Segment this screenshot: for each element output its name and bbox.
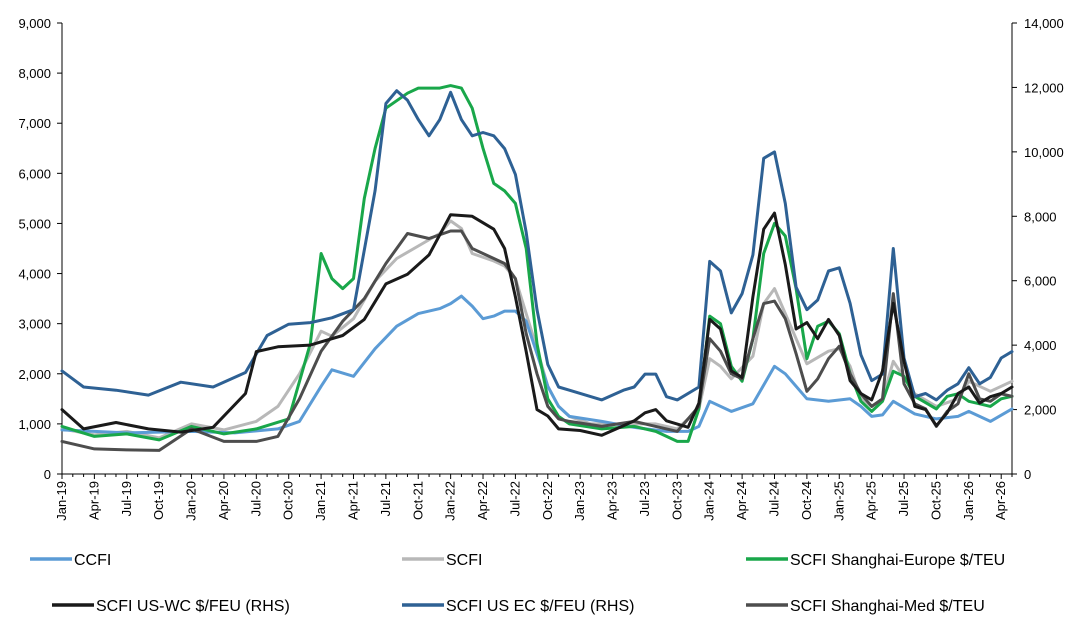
series-line-5 <box>60 229 1014 452</box>
x-tick-label: Jul-24 <box>767 481 782 516</box>
left-tick-label: 4,000 <box>18 267 51 282</box>
series-line-0 <box>60 294 1014 435</box>
x-tick-label: Jan-21 <box>313 481 328 521</box>
left-tick-label: 8,000 <box>18 66 51 81</box>
x-tick-label: Apr-21 <box>345 481 360 520</box>
x-tick-label: Jan-19 <box>54 481 69 521</box>
left-tick-label: 7,000 <box>18 116 51 131</box>
left-tick-label: 0 <box>44 467 51 482</box>
series-line-4 <box>60 89 1014 402</box>
x-axis: Jan-19 Apr-19 Jul-19 Oct-19 Jan-20 Apr-20 Jul-… <box>54 473 1013 521</box>
x-tick-label: Jul-19 <box>119 481 134 516</box>
left-tick-label: 2,000 <box>18 367 51 382</box>
series-layer <box>60 84 1014 452</box>
x-tick-label: Jul-20 <box>248 481 263 516</box>
x-tick-label: Jul-23 <box>637 481 652 516</box>
x-tick-label: Jan-23 <box>572 481 587 521</box>
left-tick-label: 9,000 <box>18 16 51 31</box>
left-tick-label: 1,000 <box>18 417 51 432</box>
right-tick-label: 12,000 <box>1024 80 1064 95</box>
legend: CCFI SCFI SCFI Shanghai-Europe $/TEU SCFI U… <box>30 552 1005 615</box>
left-tick-label: 6,000 <box>18 166 51 181</box>
x-tick-label: Oct-19 <box>151 481 166 520</box>
x-tick-label: Oct-21 <box>410 481 425 520</box>
x-tick-label: Oct-22 <box>540 481 555 520</box>
series-line-2 <box>60 84 1014 443</box>
x-tick-label: Apr-24 <box>734 481 749 520</box>
x-tick-label: Oct-23 <box>669 481 684 520</box>
series-line-3 <box>60 211 1014 437</box>
legend-label: CCFI <box>74 552 111 569</box>
left-tick-label: 3,000 <box>18 317 51 332</box>
legend-label: SCFI US EC $/FEU (RHS) <box>446 598 634 615</box>
x-tick-label: Jul-22 <box>507 481 522 516</box>
x-tick-label: Oct-24 <box>799 481 814 520</box>
x-tick-label: Oct-20 <box>281 481 296 520</box>
legend-label: SCFI <box>446 552 482 569</box>
right-tick-label: 14,000 <box>1024 16 1064 31</box>
right-tick-label: 10,000 <box>1024 145 1064 160</box>
x-tick-label: Oct-25 <box>928 481 943 520</box>
x-tick-label: Apr-26 <box>993 481 1008 520</box>
x-tick-label: Jan-26 <box>961 481 976 521</box>
right-tick-label: 4,000 <box>1024 338 1057 353</box>
x-tick-label: Jul-21 <box>378 481 393 516</box>
legend-label: SCFI Shanghai-Europe $/TEU <box>790 552 1005 569</box>
x-tick-label: Jan-20 <box>184 481 199 521</box>
x-tick-label: Jul-25 <box>896 481 911 516</box>
right-y-axis: 0 2,000 4,000 6,000 8,000 10,000 12,000 14,000 <box>1011 16 1064 482</box>
series-line-1 <box>60 219 1014 440</box>
x-tick-label: Jan-25 <box>831 481 846 521</box>
legend-label: SCFI Shanghai-Med $/TEU <box>790 598 985 615</box>
x-tick-label: Apr-23 <box>605 481 620 520</box>
legend-label: SCFI US-WC $/FEU (RHS) <box>96 598 290 615</box>
x-tick-label: Apr-25 <box>864 481 879 520</box>
x-tick-label: Jan-24 <box>702 481 717 521</box>
right-tick-label: 0 <box>1024 467 1031 482</box>
right-tick-label: 8,000 <box>1024 209 1057 224</box>
left-tick-label: 5,000 <box>18 216 51 231</box>
right-tick-label: 2,000 <box>1024 403 1057 418</box>
x-tick-label: Apr-20 <box>216 481 231 520</box>
x-tick-label: Jan-22 <box>443 481 458 521</box>
right-tick-label: 6,000 <box>1024 274 1057 289</box>
x-tick-label: Apr-22 <box>475 481 490 520</box>
x-tick-label: Apr-19 <box>86 481 101 520</box>
left-y-axis: 0 1,000 2,000 3,000 4,000 5,000 6,000 7,000 8,00… <box>18 16 63 482</box>
